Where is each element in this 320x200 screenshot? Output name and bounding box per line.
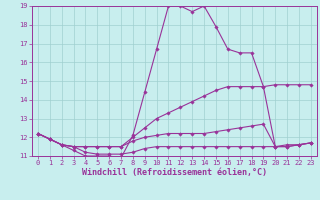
X-axis label: Windchill (Refroidissement éolien,°C): Windchill (Refroidissement éolien,°C): [82, 168, 267, 177]
